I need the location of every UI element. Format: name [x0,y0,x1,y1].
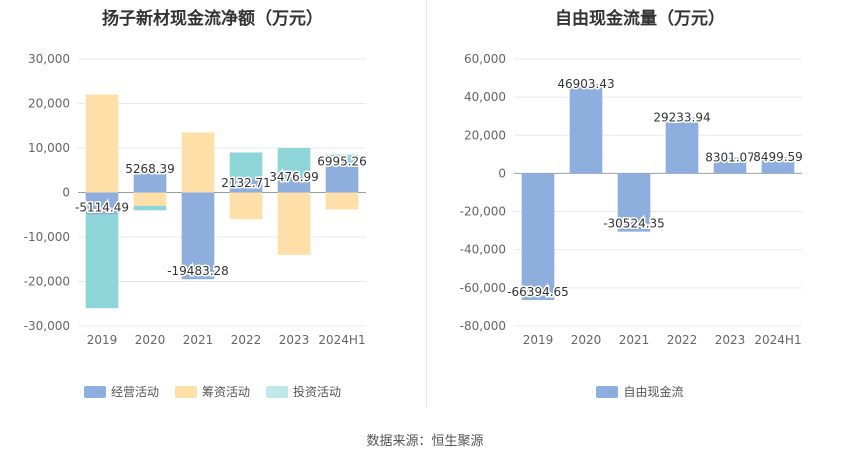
right-data-label: -30524.35 [603,217,665,231]
left-bar [277,176,311,193]
left-bar [133,192,167,206]
left-bar [229,192,263,220]
right-chart-svg: 60,000 40,000 20,000 0 -20,000 -40,000 -60,000… [460,52,805,347]
left-bar [277,148,311,177]
left-chart-svg: 30,000 20,000 10,000 0 -10,000 -20,000 -30,000… [24,52,369,347]
left-ytick-label: -20,000 [24,275,70,289]
left-bar [181,192,215,280]
right-chart-panel: 自由现金流量（万元） 60,000 40,000 20,000 0 -20,000 -40… [430,0,850,420]
right-bar [665,117,699,174]
left-legend-label: 经营活动 [110,385,159,399]
left-bar [133,205,167,211]
left-xtick-label: 2022 [231,333,262,347]
left-legend-swatch [266,385,288,398]
right-data-label: 8301.07 [705,151,755,165]
left-legend-item-2[interactable]: 投资活动 [266,383,341,400]
left-xtick-label: 2020 [135,333,166,347]
right-data-label: 29233.94 [653,111,710,125]
right-bar [761,157,795,174]
right-data-label: -66394.65 [507,285,569,299]
left-bar [85,214,119,309]
left-legend-swatch [174,385,197,398]
right-ytick-label: -20,000 [460,205,506,219]
right-xtick-label: 2020 [571,333,602,347]
right-xtick-label: 2021 [619,333,650,347]
right-data-label: 8499.59 [753,150,803,164]
left-data-label: -5114.49 [75,200,129,214]
left-legend: 经营活动 筹资活动 投资活动 [0,383,425,400]
right-bar [713,157,747,174]
left-bar [325,161,359,193]
left-legend-item-0[interactable]: 经营活动 [83,383,159,400]
right-data-label: 46903.43 [557,77,614,91]
right-xtick-label: 2024H1 [754,333,801,347]
right-legend: 自由现金流 [430,383,850,400]
left-bar [325,154,359,162]
left-bar [181,132,215,193]
left-bar [325,192,359,210]
left-bar [229,179,263,193]
left-ytick-label: 30,000 [28,52,70,66]
right-legend-label: 自由现金流 [623,385,684,399]
left-xtick-label: 2019 [87,333,118,347]
panel-divider [426,0,427,408]
left-ytick-label: 10,000 [28,141,70,155]
right-chart-title: 自由现金流量（万元） [555,9,725,29]
left-ytick-label: -10,000 [24,230,70,244]
left-legend-swatch [83,385,106,398]
left-bar [85,192,119,215]
left-data-label: 6995.26 [317,154,367,168]
right-legend-swatch [596,385,619,398]
left-chart-panel: 扬子新材现金流净额（万元） 30,000 20,000 10,000 0 -10,000… [0,0,425,420]
left-legend-label: 筹资活动 [201,385,250,399]
right-ytick-label: -60,000 [460,281,506,295]
left-ytick-label: -30,000 [24,319,70,333]
right-xtick-label: 2019 [523,333,554,347]
left-xtick-label: 2024H1 [318,333,365,347]
left-chart-title: 扬子新材现金流净额（万元） [102,9,323,29]
right-ytick-label: -40,000 [460,243,506,257]
right-legend-item-0[interactable]: 自由现金流 [596,383,684,400]
left-data-label: 2132.71 [221,176,271,190]
right-ytick-label: 60,000 [464,52,506,66]
right-xtick-label: 2022 [667,333,698,347]
left-legend-item-1[interactable]: 筹资活动 [174,383,250,400]
right-xtick-label: 2023 [715,333,746,347]
data-source: 数据来源：恒生聚源 [366,434,484,449]
left-ytick-label: 20,000 [28,97,70,111]
right-bar [617,173,651,232]
left-xtick-label: 2021 [183,333,214,347]
left-data-label: -19483.28 [167,264,229,278]
right-bar [521,173,555,301]
right-ytick-label: 20,000 [464,128,506,142]
right-ytick-label: 40,000 [464,90,506,104]
right-bar [569,83,603,174]
left-ytick-label: 0 [62,186,70,200]
left-legend-label: 投资活动 [293,385,342,399]
left-bar [277,192,311,255]
left-data-label: 3476.99 [269,170,319,184]
left-xtick-label: 2023 [279,333,310,347]
left-bar [85,94,119,193]
left-bar [229,152,263,180]
right-ytick-label: -80,000 [460,319,506,333]
right-ytick-label: 0 [498,166,506,180]
left-bar [133,170,167,193]
left-data-label: 5268.39 [125,162,175,176]
